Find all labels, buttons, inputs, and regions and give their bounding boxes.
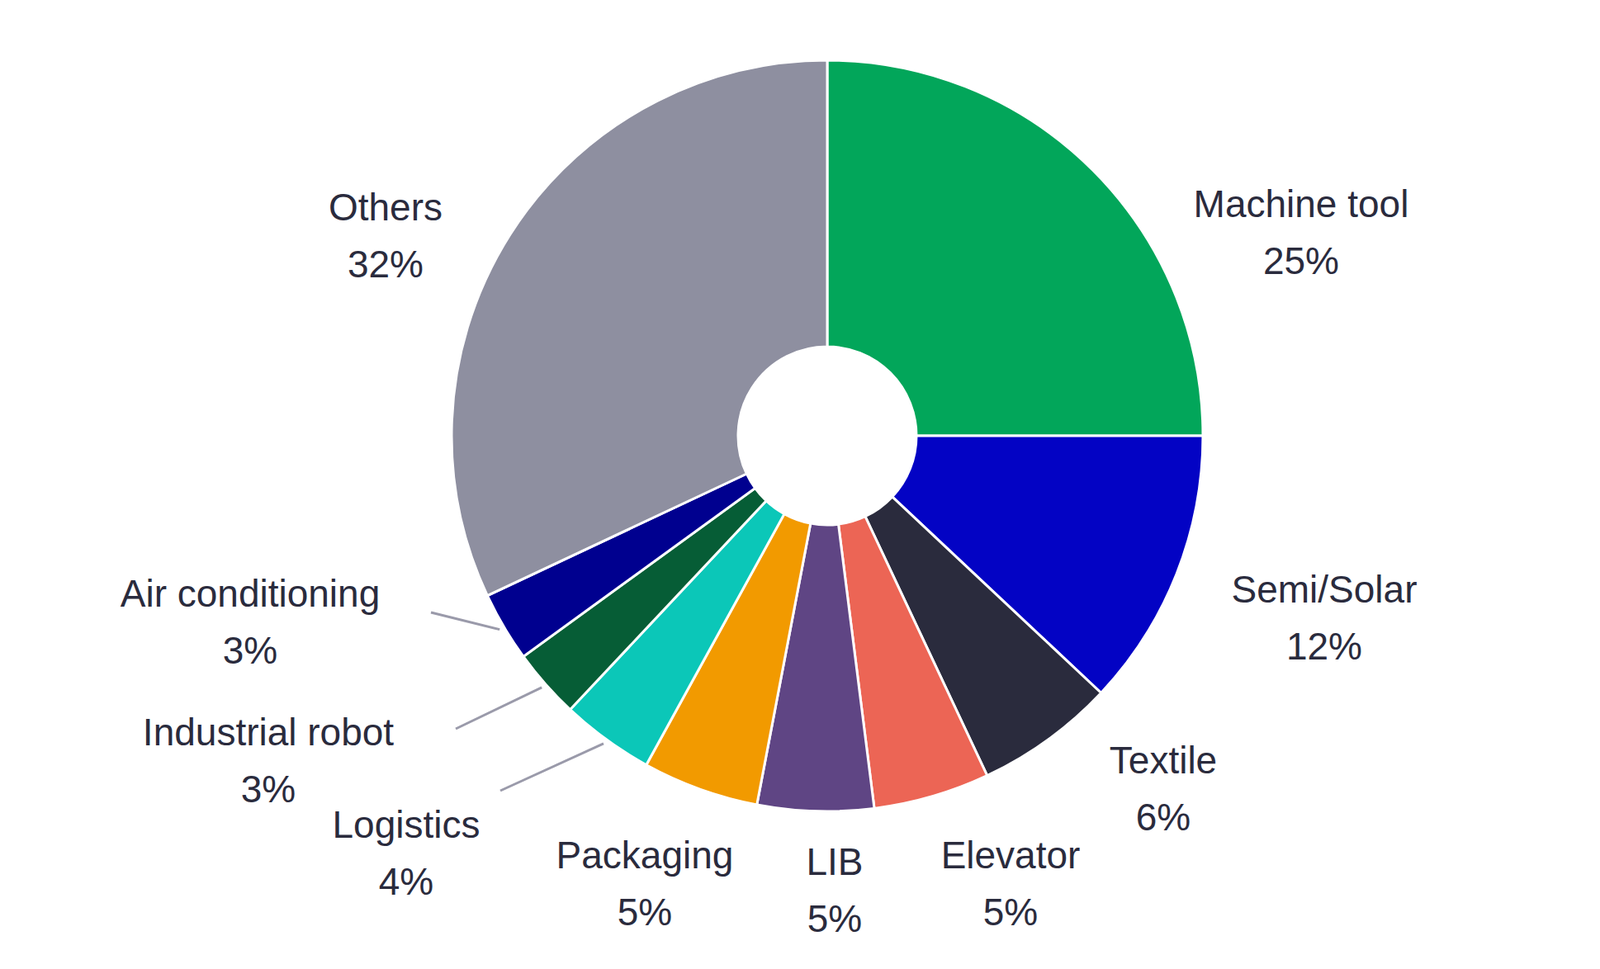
labels: Machine tool 25% Semi/Solar 12% Textile 6% Ele… bbox=[120, 182, 1418, 941]
slice-label: Logistics bbox=[332, 803, 481, 847]
leader-line bbox=[500, 743, 604, 791]
slice-label: Textile bbox=[1109, 738, 1217, 782]
slice bbox=[827, 60, 1203, 436]
leader-line bbox=[455, 687, 542, 729]
value-label: 5% bbox=[983, 890, 1038, 934]
slice-label: Industrial robot bbox=[142, 710, 394, 754]
slice-label: Elevator bbox=[941, 833, 1081, 877]
value-label: 12% bbox=[1286, 624, 1363, 668]
value-label: 6% bbox=[1136, 795, 1191, 839]
slice-label: Packaging bbox=[556, 833, 734, 877]
value-label: 3% bbox=[222, 629, 278, 673]
slice-label: Others bbox=[328, 185, 443, 229]
slice-label: LIB bbox=[805, 840, 863, 884]
slice-label: Semi/Solar bbox=[1231, 568, 1418, 611]
chart: Machine tool 25% Semi/Solar 12% Textile 6% Ele… bbox=[0, 0, 1600, 969]
slice bbox=[451, 60, 828, 597]
value-label: 3% bbox=[241, 767, 296, 811]
value-label: 5% bbox=[807, 897, 862, 941]
slice-label: Machine tool bbox=[1193, 182, 1410, 226]
leader-line bbox=[430, 612, 500, 630]
slice-label: Air conditioning bbox=[120, 572, 381, 616]
slices bbox=[451, 60, 1203, 812]
value-label: 25% bbox=[1263, 239, 1340, 283]
value-label: 4% bbox=[378, 860, 434, 904]
value-label: 5% bbox=[617, 890, 673, 934]
value-label: 32% bbox=[347, 242, 424, 286]
